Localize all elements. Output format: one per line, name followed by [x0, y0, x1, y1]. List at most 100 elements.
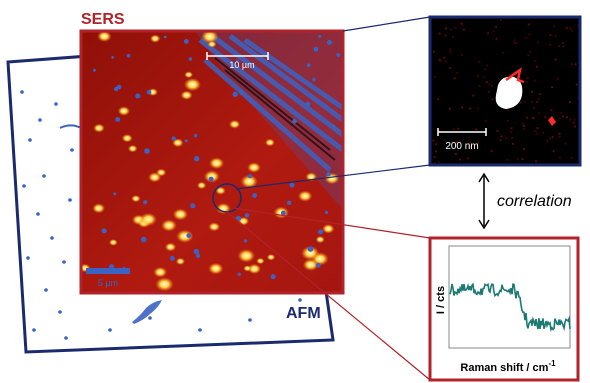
afm-feature [292, 118, 297, 124]
inset-noise-speck [445, 27, 447, 30]
sers-hotspot [156, 168, 167, 177]
inset-noise-speck [523, 125, 526, 127]
sers-hotspot [301, 246, 320, 261]
afm-feature [144, 148, 150, 154]
inset-noise-speck [531, 90, 533, 93]
sers-map [81, 31, 343, 293]
inset-noise-speck [449, 67, 452, 69]
afm-feature [111, 56, 114, 59]
inset-noise-speck [510, 130, 512, 133]
afm-feature [163, 35, 167, 39]
afm-feature [325, 210, 329, 214]
afm-feature [280, 210, 286, 216]
sers-hotspot [172, 138, 184, 148]
sers-hotspot [109, 239, 118, 246]
inset-noise-speck [478, 60, 481, 63]
inset-noise-speck [469, 107, 472, 110]
afm-dot [68, 198, 72, 202]
afm-feature [244, 213, 250, 218]
sers-hotspot [172, 208, 188, 221]
inset-noise-speck [531, 116, 534, 119]
inset-noise-speck [454, 26, 457, 29]
scale-label-10um: 10 µm [229, 60, 254, 70]
sers-hotspot [131, 195, 141, 203]
inset-noise-speck [513, 41, 516, 44]
inset-noise-speck [527, 54, 530, 57]
inset-noise-speck [475, 128, 478, 131]
afm-feature [313, 46, 319, 52]
afm-feature [289, 182, 295, 188]
inset-noise-speck [478, 85, 481, 88]
inset-noise-speck [554, 35, 557, 38]
afm-feature [135, 93, 141, 99]
sers-hotspot [265, 138, 275, 147]
inset-noise-speck [515, 42, 518, 45]
sers-hotspot [117, 106, 130, 116]
afm-feature [235, 59, 239, 63]
inset-noise-speck [500, 135, 503, 138]
afm-feature [171, 136, 176, 141]
afm-feature [270, 274, 276, 280]
afm-label: AFM [286, 305, 321, 322]
inset-noise-speck [438, 32, 441, 35]
inset-noise-speck [553, 25, 555, 28]
inset-noise-speck [521, 158, 524, 160]
inset-noise-speck [546, 140, 548, 142]
inset-noise-speck [538, 112, 541, 115]
afm-dot [148, 316, 152, 320]
inset-noise-speck [574, 63, 577, 66]
afm-feature [243, 239, 248, 243]
inset-noise-speck [566, 116, 568, 119]
sers-hotspot [155, 277, 174, 292]
inset-noise-speck [573, 118, 576, 121]
afm-feature [306, 63, 311, 67]
inset-noise-speck [528, 33, 531, 36]
inset-noise-speck [466, 157, 469, 160]
sers-hotspot [161, 219, 177, 232]
inset-noise-speck [476, 107, 479, 110]
afm-feature [232, 91, 238, 98]
afm-feature [126, 53, 131, 58]
inset-noise-speck [571, 29, 574, 32]
afm-feature [318, 229, 324, 235]
inset-noise-speck [438, 58, 441, 61]
inset-noise-speck [512, 142, 514, 145]
inset-noise-speck [511, 136, 514, 139]
afm-feature [143, 200, 148, 205]
inset-noise-speck [488, 91, 490, 93]
scale-bar-5um [86, 268, 130, 274]
inset-noise-speck [533, 79, 536, 82]
inset-noise-speck [435, 150, 437, 153]
inset-noise-speck [483, 68, 486, 71]
afm-feature [188, 57, 193, 61]
sers-hotspot [93, 123, 105, 133]
inset-noise-speck [486, 64, 488, 67]
sers-hotspot [297, 190, 313, 202]
inset-noise-speck [460, 53, 463, 56]
afm-feature [252, 193, 257, 198]
correlation-label: correlation [497, 193, 572, 210]
inset-noise-speck [535, 132, 538, 135]
afm-dot [58, 310, 62, 314]
inset-noise-speck [570, 63, 573, 66]
afm-feature [305, 101, 311, 107]
afm-dot [108, 328, 112, 332]
inset-noise-speck [516, 158, 519, 161]
inset-noise-speck [569, 118, 571, 121]
inset-noise-speck [558, 44, 560, 47]
inset-noise-speck [536, 65, 538, 68]
inset-noise-speck [488, 83, 491, 86]
inset-noise-speck [461, 106, 464, 109]
inset-noise-speck [558, 117, 561, 120]
sers-hotspot [208, 262, 224, 275]
afm-dot [298, 298, 302, 302]
inset-noise-speck [459, 158, 462, 161]
inset-noise-speck [535, 160, 538, 163]
afm-dot [26, 256, 30, 260]
inset-noise-speck [496, 129, 499, 132]
inset-noise-speck [506, 158, 509, 161]
afm-feature [208, 176, 214, 182]
inset-noise-speck [506, 119, 509, 122]
inset-noise-speck [525, 116, 528, 119]
afm-feature [146, 89, 152, 95]
